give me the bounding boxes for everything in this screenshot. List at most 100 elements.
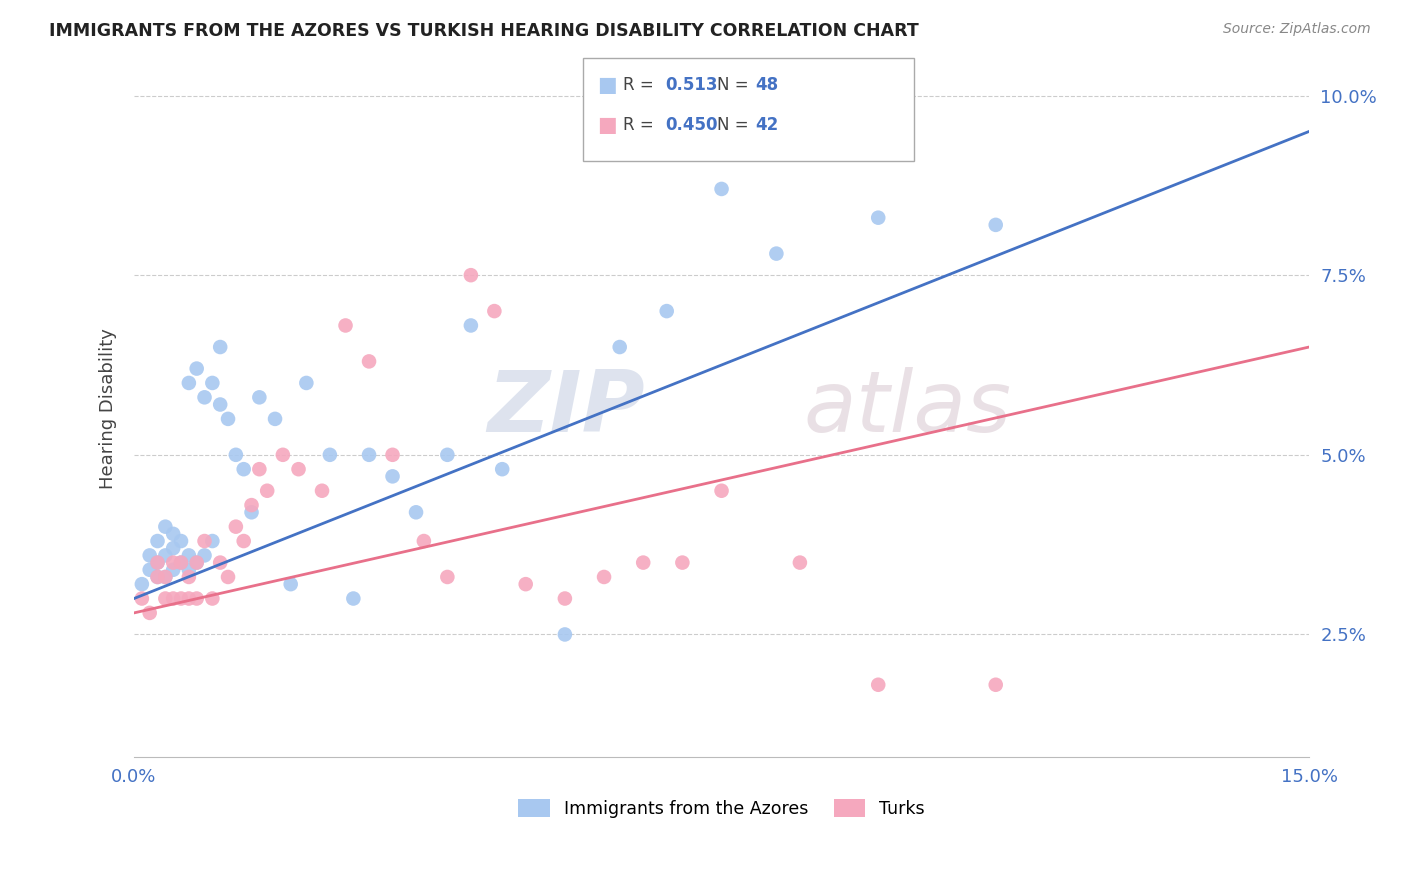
Point bbox=[240, 505, 263, 519]
Point bbox=[186, 556, 208, 570]
Point bbox=[357, 354, 380, 368]
Point bbox=[655, 304, 678, 318]
Point bbox=[146, 556, 169, 570]
Text: atlas: atlas bbox=[804, 367, 1012, 450]
Point bbox=[170, 534, 193, 549]
Text: 42: 42 bbox=[755, 116, 779, 134]
Text: N =: N = bbox=[717, 76, 754, 94]
Point bbox=[209, 397, 232, 411]
Point bbox=[271, 448, 294, 462]
Point bbox=[201, 534, 224, 549]
Point bbox=[201, 376, 224, 390]
Point bbox=[593, 570, 616, 584]
Point bbox=[186, 361, 208, 376]
Point bbox=[177, 549, 200, 563]
Point bbox=[232, 534, 254, 549]
Text: ZIP: ZIP bbox=[488, 367, 645, 450]
Point bbox=[146, 570, 169, 584]
Point bbox=[357, 448, 380, 462]
Point bbox=[131, 591, 153, 606]
Point bbox=[186, 556, 208, 570]
Point bbox=[209, 340, 232, 354]
Point bbox=[710, 182, 733, 196]
Text: Source: ZipAtlas.com: Source: ZipAtlas.com bbox=[1223, 22, 1371, 37]
Point bbox=[162, 556, 184, 570]
Point bbox=[177, 376, 200, 390]
Point bbox=[155, 570, 177, 584]
Point bbox=[381, 469, 404, 483]
Text: 0.513: 0.513 bbox=[665, 76, 717, 94]
Point bbox=[311, 483, 333, 498]
Point bbox=[177, 591, 200, 606]
Point bbox=[319, 448, 342, 462]
Point bbox=[710, 483, 733, 498]
Point bbox=[155, 570, 177, 584]
Point bbox=[232, 462, 254, 476]
Point bbox=[217, 412, 239, 426]
Point bbox=[868, 211, 890, 225]
Point bbox=[436, 448, 458, 462]
Text: 0.450: 0.450 bbox=[665, 116, 717, 134]
Point bbox=[138, 606, 160, 620]
Point bbox=[201, 591, 224, 606]
Point bbox=[240, 498, 263, 512]
Point bbox=[868, 678, 890, 692]
Point bbox=[984, 218, 1007, 232]
Point bbox=[170, 556, 193, 570]
Point bbox=[460, 268, 482, 282]
Point bbox=[138, 563, 160, 577]
Point bbox=[162, 526, 184, 541]
Point bbox=[247, 462, 270, 476]
Point bbox=[217, 570, 239, 584]
Point bbox=[177, 563, 200, 577]
Point bbox=[631, 556, 654, 570]
Text: IMMIGRANTS FROM THE AZORES VS TURKISH HEARING DISABILITY CORRELATION CHART: IMMIGRANTS FROM THE AZORES VS TURKISH HE… bbox=[49, 22, 920, 40]
Point bbox=[209, 556, 232, 570]
Point bbox=[280, 577, 302, 591]
Y-axis label: Hearing Disability: Hearing Disability bbox=[100, 327, 117, 489]
Legend: Immigrants from the Azores, Turks: Immigrants from the Azores, Turks bbox=[512, 792, 932, 824]
Point bbox=[193, 534, 215, 549]
Point bbox=[671, 556, 693, 570]
Text: ■: ■ bbox=[598, 75, 617, 95]
Point bbox=[177, 570, 200, 584]
Point bbox=[484, 304, 506, 318]
Point bbox=[155, 591, 177, 606]
Point bbox=[138, 549, 160, 563]
Point bbox=[287, 462, 309, 476]
Point bbox=[247, 390, 270, 404]
Point bbox=[170, 556, 193, 570]
Point bbox=[131, 577, 153, 591]
Point bbox=[295, 376, 318, 390]
Point bbox=[381, 448, 404, 462]
Point bbox=[984, 678, 1007, 692]
Point bbox=[186, 591, 208, 606]
Point bbox=[193, 390, 215, 404]
Point bbox=[170, 591, 193, 606]
Point bbox=[491, 462, 513, 476]
Text: 48: 48 bbox=[755, 76, 778, 94]
Text: R =: R = bbox=[623, 116, 659, 134]
Point bbox=[256, 483, 278, 498]
Point bbox=[225, 448, 247, 462]
Point bbox=[789, 556, 811, 570]
Point bbox=[765, 246, 787, 260]
Point bbox=[554, 591, 576, 606]
Point bbox=[609, 340, 631, 354]
Point bbox=[405, 505, 427, 519]
Text: ■: ■ bbox=[598, 115, 617, 135]
Point bbox=[342, 591, 364, 606]
Point bbox=[155, 549, 177, 563]
Text: R =: R = bbox=[623, 76, 659, 94]
Point bbox=[146, 534, 169, 549]
Point bbox=[436, 570, 458, 584]
Point bbox=[335, 318, 357, 333]
Point bbox=[162, 563, 184, 577]
Point bbox=[146, 556, 169, 570]
Point bbox=[460, 318, 482, 333]
Point bbox=[264, 412, 287, 426]
Text: N =: N = bbox=[717, 116, 754, 134]
Point bbox=[515, 577, 537, 591]
Point bbox=[412, 534, 434, 549]
Point bbox=[146, 570, 169, 584]
